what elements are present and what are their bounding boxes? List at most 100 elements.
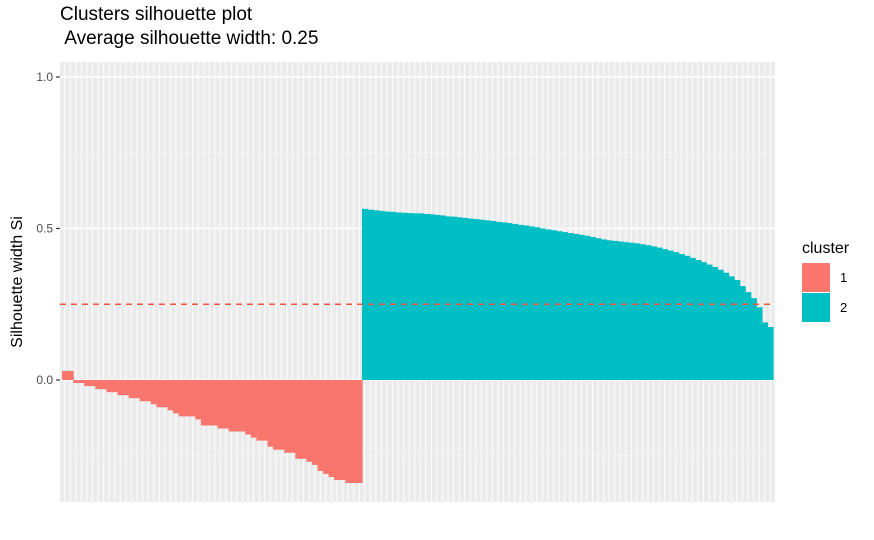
silhouette-bar: [278, 380, 285, 450]
silhouette-bar: [600, 239, 607, 380]
silhouette-bar: [511, 223, 519, 380]
silhouette-bar: [245, 380, 252, 435]
silhouette-bar: [717, 269, 724, 380]
silhouette-bar: [345, 380, 352, 484]
silhouette-bar: [656, 247, 663, 380]
silhouette-bar: [217, 380, 224, 429]
silhouette-bar: [556, 231, 563, 380]
silhouette-bar: [489, 220, 496, 380]
y-axis-label: Silhouette width Si: [9, 216, 26, 348]
silhouette-bar: [200, 380, 208, 426]
silhouette-bar: [284, 380, 291, 453]
silhouette-bar: [84, 380, 91, 387]
silhouette-bar: [95, 380, 102, 390]
silhouette-bar: [639, 244, 646, 380]
y-tick-label: 0.0: [36, 373, 53, 387]
silhouette-bar: [123, 380, 130, 396]
silhouette-bar: [150, 380, 158, 405]
silhouette-bar: [728, 276, 735, 380]
silhouette-bar: [239, 380, 246, 432]
silhouette-bar: [111, 380, 119, 393]
silhouette-bar: [445, 216, 452, 380]
silhouette-bar: [750, 298, 757, 380]
silhouette-bar: [500, 222, 507, 380]
legend: cluster 1 2: [802, 240, 850, 322]
silhouette-bar: [78, 380, 85, 384]
silhouette-bar: [261, 380, 269, 441]
legend-title: cluster: [802, 240, 850, 257]
silhouette-bar: [73, 380, 80, 384]
silhouette-bar: [223, 380, 230, 429]
y-axis-ticks: 0.0 0.5 1.0: [36, 70, 60, 387]
legend-key-1: [802, 263, 830, 292]
silhouette-bar: [761, 322, 769, 380]
silhouette-bar: [328, 380, 335, 477]
silhouette-bar: [473, 219, 480, 380]
silhouette-bar: [578, 234, 585, 380]
legend-label-2: 2: [840, 300, 847, 315]
silhouette-bar: [62, 370, 69, 380]
silhouette-bar: [156, 380, 163, 408]
chart-subtitle-text: Average silhouette width: 0.25: [64, 28, 319, 49]
silhouette-bar: [206, 380, 213, 426]
silhouette-bar: [673, 252, 680, 380]
silhouette-bar: [684, 255, 691, 380]
silhouette-bar: [495, 221, 502, 380]
silhouette-bar: [67, 370, 74, 380]
silhouette-bar: [428, 214, 435, 380]
silhouette-bar: [423, 213, 430, 380]
silhouette-bar: [339, 380, 346, 480]
silhouette-bar: [767, 326, 774, 380]
silhouette-bar: [234, 380, 241, 432]
silhouette-bar: [561, 232, 569, 380]
silhouette-bar: [645, 245, 652, 380]
legend-key-2: [802, 293, 830, 322]
silhouette-bar: [389, 211, 396, 380]
silhouette-bar: [356, 380, 363, 484]
silhouette-bar: [161, 380, 169, 408]
silhouette-bar: [711, 266, 719, 380]
silhouette-bar: [267, 380, 274, 447]
silhouette-bar: [323, 380, 330, 474]
legend-label-1: 1: [840, 270, 847, 285]
silhouette-bar: [400, 212, 407, 380]
silhouette-bar: [178, 380, 185, 417]
silhouette-bar: [434, 214, 441, 380]
silhouette-bar: [650, 246, 657, 380]
silhouette-bar: [256, 380, 263, 441]
silhouette-bar: [567, 233, 574, 380]
silhouette-bar: [523, 225, 530, 380]
silhouette-bar: [350, 380, 357, 484]
silhouette-bar: [595, 238, 602, 380]
silhouette-bar: [450, 216, 457, 380]
silhouette-bar: [211, 380, 219, 426]
y-tick-label: 0.5: [36, 222, 53, 236]
silhouette-bar: [117, 380, 124, 396]
silhouette-bar: [145, 380, 152, 402]
silhouette-bar: [306, 380, 313, 462]
silhouette-bar: [167, 380, 174, 411]
silhouette-bar: [700, 262, 707, 380]
silhouette-bar: [311, 380, 319, 465]
silhouette-bar: [617, 241, 624, 380]
silhouette-bar: [695, 260, 702, 380]
silhouette-bar: [189, 380, 196, 417]
silhouette-bar: [228, 380, 235, 432]
silhouette-bar: [406, 213, 413, 380]
silhouette-bar: [517, 224, 524, 380]
silhouette-bar: [184, 380, 191, 417]
silhouette-bar: [317, 380, 324, 471]
silhouette-bar: [250, 380, 258, 438]
silhouette-bar: [139, 380, 146, 402]
silhouette-bar: [539, 228, 546, 380]
silhouette-bar: [756, 307, 763, 380]
silhouette-bar: [628, 242, 635, 380]
silhouette-bar: [128, 380, 135, 399]
silhouette-bar: [395, 212, 402, 380]
silhouette-bar: [467, 218, 474, 380]
y-tick-label: 1.0: [36, 70, 53, 84]
silhouette-bar: [734, 280, 741, 380]
silhouette-bar: [478, 219, 485, 380]
silhouette-bar: [611, 240, 619, 380]
